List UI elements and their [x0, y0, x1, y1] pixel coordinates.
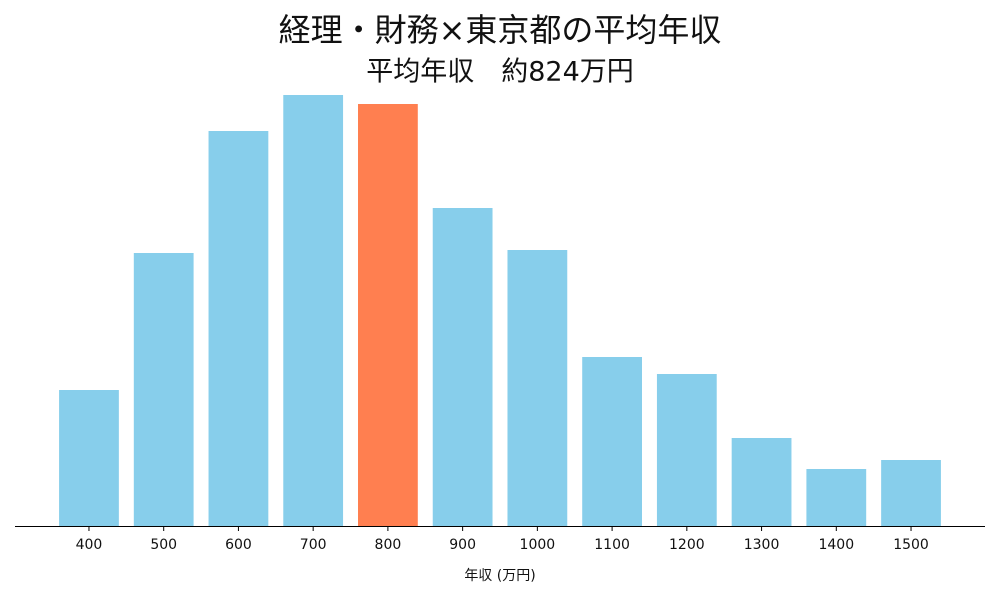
bar	[656, 374, 717, 526]
x-tick-label: 1300	[744, 537, 780, 553]
x-tick-label: 1000	[520, 537, 556, 553]
bar	[283, 95, 344, 526]
bar	[582, 357, 642, 526]
x-tick-label: 700	[300, 537, 327, 553]
chart-title: 経理・財務×東京都の平均年収	[279, 11, 722, 49]
x-axis-label: 年収 (万円)	[464, 568, 535, 584]
x-tick-label: 1200	[669, 537, 705, 553]
x-tick-label: 900	[449, 537, 476, 553]
bar	[59, 390, 119, 526]
x-tick-label: 800	[375, 537, 402, 553]
bar	[507, 250, 568, 526]
bar	[731, 438, 792, 526]
x-tick-label: 400	[76, 537, 103, 553]
x-tick-label: 1100	[594, 537, 630, 553]
bar	[358, 104, 418, 526]
bar	[432, 208, 493, 526]
x-tick-label: 1400	[818, 537, 854, 553]
x-tick-label: 600	[225, 537, 252, 553]
bar	[881, 460, 941, 526]
x-tick-label: 500	[150, 537, 177, 553]
bar	[806, 469, 867, 526]
bar	[133, 253, 194, 526]
bar	[208, 131, 269, 526]
x-tick-label: 1500	[893, 537, 929, 553]
chart-subtitle: 平均年収 約824万円	[366, 57, 634, 88]
